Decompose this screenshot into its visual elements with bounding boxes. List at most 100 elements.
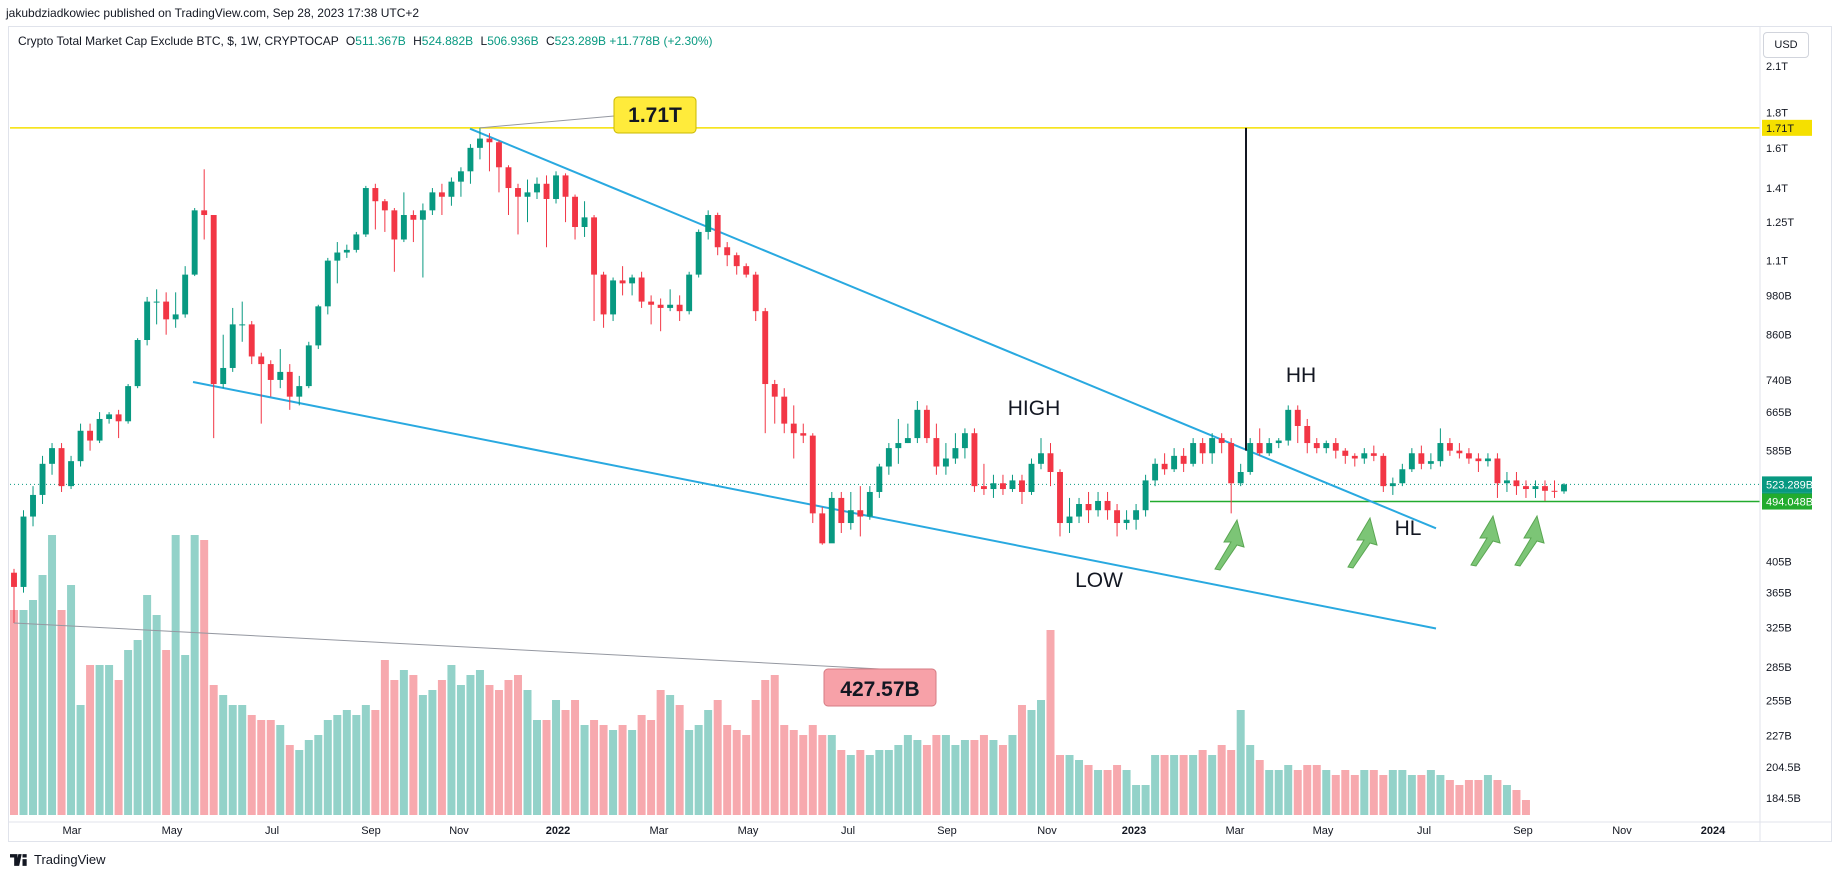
candle-body: [1209, 438, 1216, 454]
volume-bar: [10, 610, 18, 815]
volume-bar: [1512, 790, 1521, 815]
x-tick-label: Jul: [841, 825, 855, 837]
candle-body: [1009, 480, 1016, 490]
y-tick-label: 665B: [1766, 407, 1792, 419]
volume-bar: [48, 535, 57, 815]
candle-body: [1523, 486, 1529, 490]
candle-body: [286, 371, 293, 397]
volume-bar: [1008, 735, 1017, 815]
candle-body: [657, 304, 664, 308]
volume-bar: [1103, 770, 1112, 815]
volume-bar: [447, 665, 456, 815]
volume-bar: [656, 690, 665, 815]
candle-body: [1123, 519, 1130, 524]
volume-bar: [789, 730, 798, 815]
candle-body: [220, 367, 227, 385]
volume-bar: [1455, 785, 1464, 815]
volume-bar: [1445, 780, 1454, 815]
volume-bar: [1407, 775, 1416, 815]
candle-body: [1418, 453, 1425, 464]
candle-body: [362, 188, 369, 235]
candle-body: [87, 430, 94, 441]
x-tick-label: Nov: [1037, 825, 1057, 837]
candle-body: [1171, 455, 1178, 470]
candle-body: [106, 414, 113, 419]
volume-bar: [209, 685, 218, 815]
volume-bar: [951, 745, 960, 815]
candle-body: [1114, 510, 1121, 524]
candle-body: [1275, 440, 1282, 444]
currency-selector[interactable]: USD: [1763, 32, 1809, 58]
volume-bar: [95, 665, 104, 815]
volume-bar: [314, 735, 323, 815]
candle-body: [1142, 480, 1149, 511]
candle-body: [1503, 480, 1510, 484]
candle-body: [562, 175, 569, 197]
symbol-name[interactable]: Crypto Total Market Cap Exclude BTC, $, …: [18, 34, 339, 48]
x-tick-label: Sep: [1513, 825, 1533, 837]
candle-body: [1399, 469, 1406, 484]
candle-body: [210, 215, 217, 385]
volume-bar: [1141, 785, 1150, 815]
candle-body: [638, 277, 645, 302]
candle-body: [600, 274, 607, 315]
x-tick-label: 2024: [1701, 825, 1726, 837]
ath-callout-connector: [479, 115, 615, 129]
volume-bar: [219, 695, 228, 815]
candle-body: [334, 252, 341, 261]
x-tick-label: Mar: [1226, 825, 1245, 837]
close-label: C: [545, 34, 555, 48]
candle-body: [1389, 483, 1396, 487]
volume-bar: [808, 725, 817, 815]
volume-bar: [238, 705, 247, 815]
candle-body: [486, 138, 493, 143]
candle-body: [1199, 443, 1206, 454]
volume-bar: [1474, 780, 1483, 815]
candle-body: [410, 215, 417, 220]
volume-bar: [580, 725, 589, 815]
volume-bar: [390, 680, 399, 815]
volume-bar: [903, 735, 912, 815]
candle-body: [876, 466, 883, 492]
candle-body: [534, 183, 540, 193]
volume-bar: [380, 660, 389, 815]
volume-bar: [1255, 760, 1264, 815]
candle-body: [115, 414, 122, 422]
volume-bar: [38, 575, 47, 815]
volume-bar: [295, 750, 304, 815]
candle-body: [1180, 455, 1187, 464]
volume-bar: [143, 595, 152, 815]
volume-bar: [1132, 785, 1141, 815]
candle-body: [781, 396, 788, 424]
volume-bar: [257, 720, 266, 815]
candle-body: [1228, 443, 1235, 484]
candle-body: [1551, 490, 1558, 492]
volume-bar: [533, 720, 541, 815]
volume-bar: [979, 735, 988, 815]
candle-body: [505, 167, 512, 189]
x-tick-label: Jul: [265, 825, 279, 837]
volume-bar: [561, 710, 570, 815]
candle-body: [201, 210, 208, 216]
volume-bar: [1065, 755, 1074, 815]
x-tick-label: May: [162, 825, 183, 837]
open-label: O: [345, 34, 356, 48]
volume-bar: [713, 700, 722, 815]
candle-body: [305, 345, 312, 387]
candle-body: [39, 463, 46, 495]
y-tick-label: 1.6T: [1766, 143, 1788, 155]
volume-bar: [1037, 700, 1045, 815]
candle-body: [496, 142, 502, 168]
volume-bar: [1122, 770, 1131, 815]
candle-body: [372, 188, 379, 202]
candle-body: [752, 274, 759, 312]
x-tick-label: Nov: [1612, 825, 1632, 837]
candle-body: [1019, 480, 1025, 492]
x-tick-label: Mar: [650, 825, 669, 837]
volume-bar: [333, 715, 342, 815]
low-callout-connector: [13, 622, 881, 670]
volume-bar: [409, 675, 418, 815]
upper-trendline: [469, 127, 1437, 530]
candle-body: [1076, 504, 1082, 517]
